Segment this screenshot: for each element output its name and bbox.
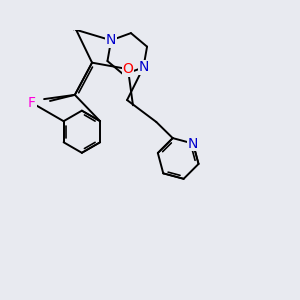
Text: F: F: [28, 96, 36, 110]
Text: N: N: [138, 60, 148, 74]
Text: N: N: [106, 33, 116, 47]
Text: O: O: [122, 62, 134, 76]
Text: O: O: [74, 0, 85, 1]
Text: N: N: [188, 136, 198, 151]
